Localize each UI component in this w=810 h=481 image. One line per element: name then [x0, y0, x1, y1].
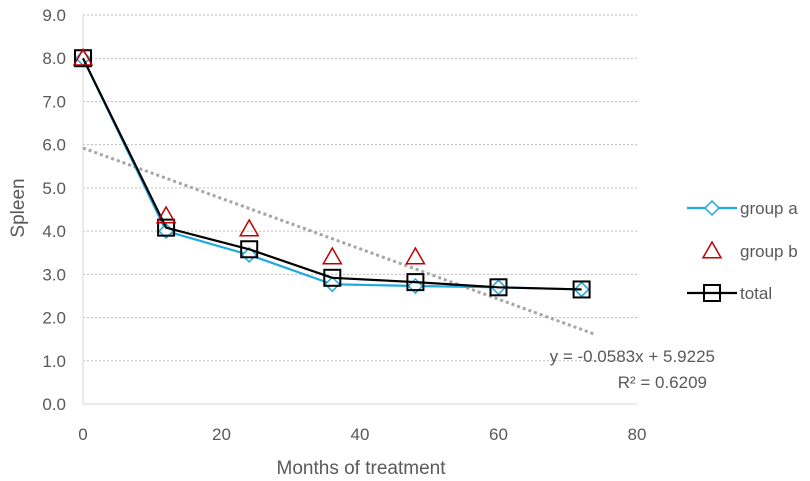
data-point-group-a — [324, 276, 341, 293]
data-point-total — [406, 273, 425, 292]
data-point-group-a — [241, 246, 258, 263]
x-tick-label: 20 — [212, 425, 231, 444]
legend-item-group-b: group b — [701, 240, 798, 261]
y-tick-label: 6.0 — [42, 136, 66, 155]
legend: group a group b total — [687, 199, 798, 303]
legend-label: group a — [740, 199, 798, 218]
data-point-total — [240, 240, 259, 259]
x-tick-label: 40 — [351, 425, 370, 444]
data-point-total — [323, 268, 342, 287]
gridlines — [83, 14, 637, 362]
y-tick-label: 9.0 — [42, 6, 66, 25]
data-point-total — [489, 278, 508, 297]
trendline-r2: R² = 0.6209 — [618, 373, 707, 392]
legend-marker — [701, 240, 723, 259]
legend-label: total — [740, 284, 772, 303]
data-point-group-b — [72, 47, 94, 66]
legend-label: group b — [740, 242, 798, 261]
y-tick-labels: 0.0 1.0 2.0 3.0 4.0 5.0 6.0 7.0 8.0 9.0 — [42, 6, 66, 414]
x-tick-label: 0 — [78, 425, 87, 444]
y-tick-label: 7.0 — [42, 92, 66, 111]
trendline — [82, 146, 596, 336]
legend-item-total: total — [687, 284, 772, 303]
series-group-b — [72, 47, 426, 265]
y-tick-label: 3.0 — [42, 265, 66, 284]
data-point-group-b — [238, 218, 260, 237]
axes — [82, 15, 637, 405]
y-axis-label: Spleen — [8, 178, 29, 237]
series-line-total — [82, 57, 582, 291]
x-tick-labels: 0 20 40 60 80 — [78, 425, 646, 444]
y-tick-label: 2.0 — [42, 309, 66, 328]
y-tick-label: 4.0 — [42, 222, 66, 241]
x-tick-label: 60 — [489, 425, 508, 444]
y-tick-label: 1.0 — [42, 352, 66, 371]
x-tick-label: 80 — [628, 425, 647, 444]
legend-item-group-a: group a — [687, 199, 798, 218]
legend-marker — [703, 199, 721, 217]
data-point-total — [157, 218, 176, 237]
data-point-group-b — [322, 246, 343, 265]
y-tick-label: 8.0 — [42, 49, 66, 68]
legend-marker — [703, 284, 721, 302]
trendline-equation: y = -0.0583x + 5.9225 — [550, 347, 715, 366]
data-point-total — [572, 280, 591, 299]
data-point-group-b — [155, 205, 177, 224]
series-group — [72, 47, 591, 299]
series-total — [74, 49, 591, 299]
x-axis-label: Months of treatment — [277, 458, 447, 479]
data-point-group-b — [405, 246, 426, 265]
y-tick-label: 5.0 — [42, 179, 66, 198]
y-tick-label: 0.0 — [42, 395, 66, 414]
trendline-line — [82, 146, 596, 336]
